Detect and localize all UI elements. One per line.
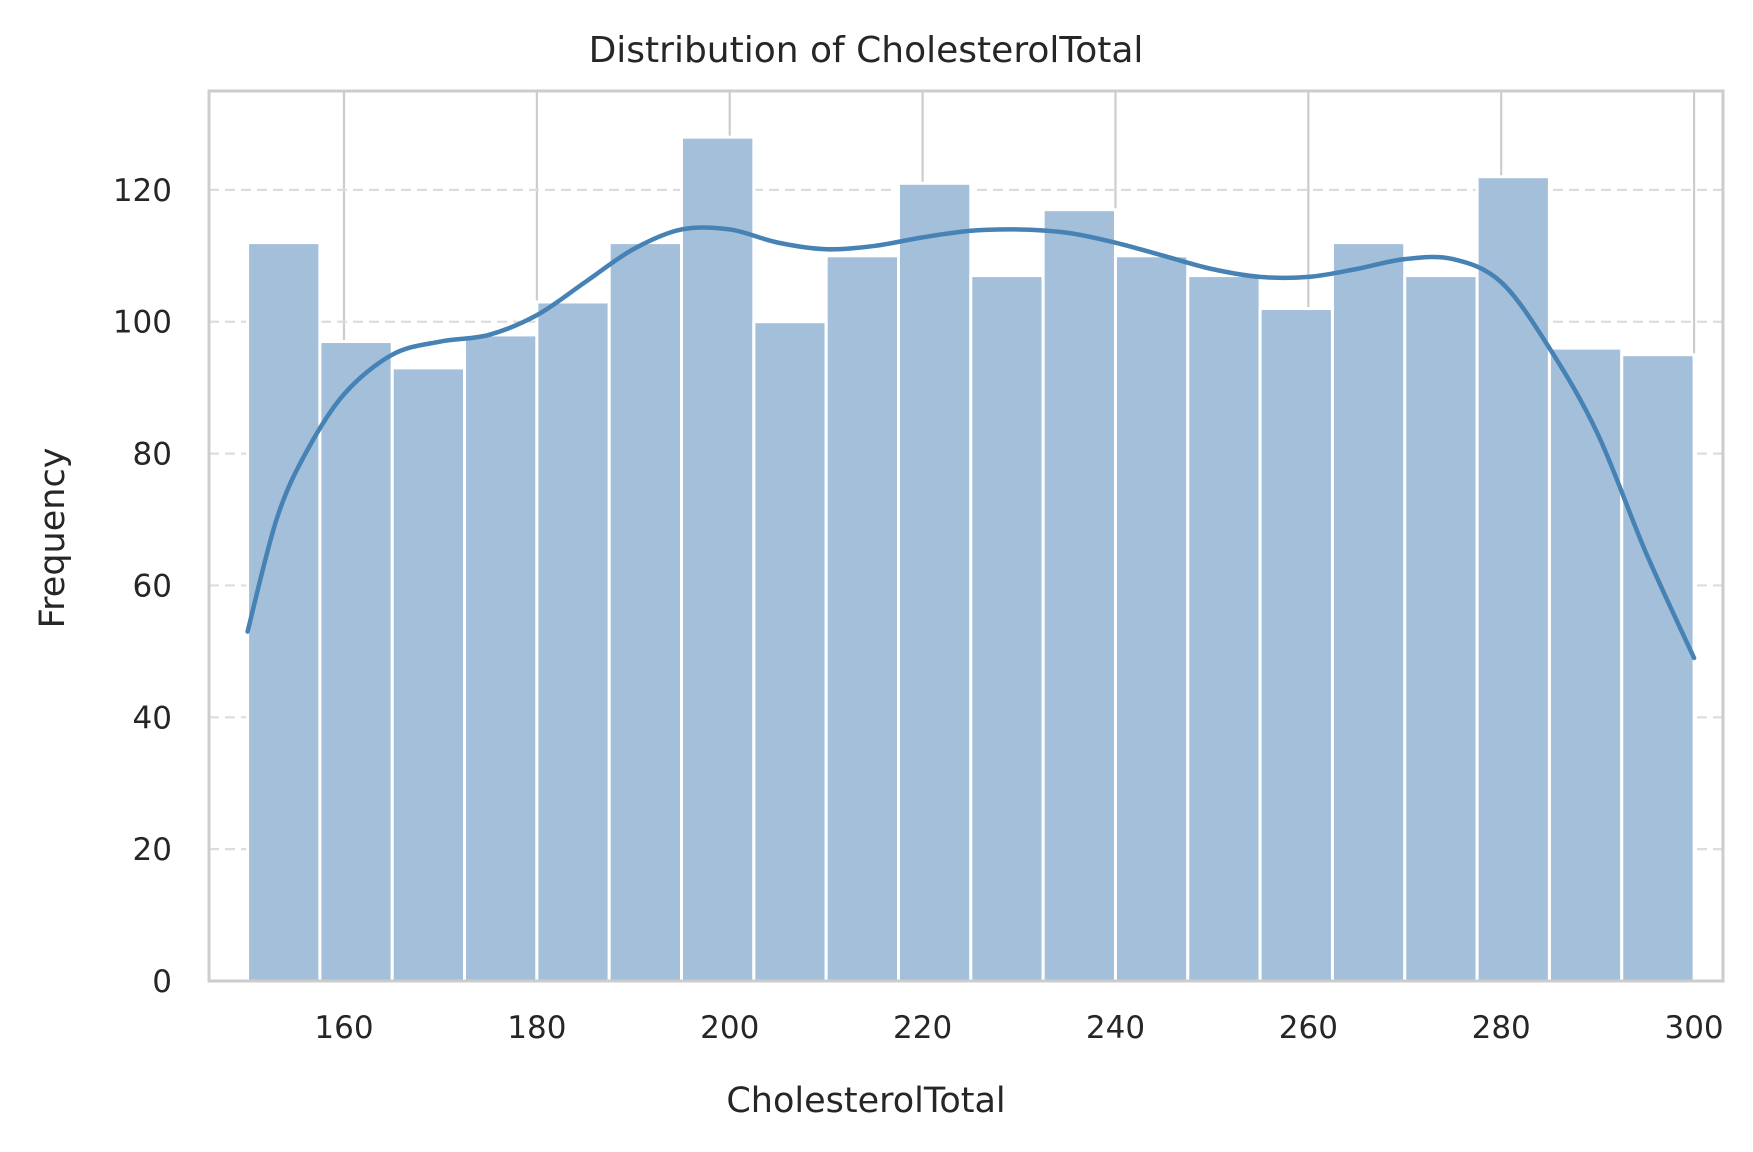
histogram-bar <box>1041 208 1117 983</box>
histogram-bar <box>1330 241 1407 983</box>
axes-frame <box>207 89 1725 983</box>
histogram-bar <box>680 135 756 983</box>
y-tick-label: 80 <box>133 437 172 473</box>
chart-title: Distribution of CholesterolTotal <box>589 30 1144 71</box>
histogram-bar <box>1547 346 1624 983</box>
x-tick-label: 280 <box>1472 1010 1531 1046</box>
histogram-bar <box>246 241 322 983</box>
histogram-bar <box>1258 307 1334 983</box>
y-tick-labels: 0 20 40 60 80 100 120 <box>113 173 172 1000</box>
y-tick-label: 100 <box>113 305 172 341</box>
y-tick-label: 0 <box>152 964 172 1000</box>
histogram-bar <box>318 340 394 983</box>
y-tick-label: 20 <box>133 832 172 868</box>
kde-curve <box>245 225 1697 661</box>
axes-border <box>207 89 1725 983</box>
x-tick-labels: 160 180 200 220 240 260 280 300 <box>314 1010 1723 1046</box>
histogram-bar <box>1186 274 1262 983</box>
kde-line <box>245 225 1697 661</box>
x-axis-title: CholesterolTotal <box>726 1081 1005 1121</box>
histogram-bar <box>607 241 684 983</box>
y-tick-label: 60 <box>133 568 172 604</box>
y-tick-label: 120 <box>113 173 172 209</box>
histogram-bar <box>535 300 611 983</box>
histogram-bar <box>1113 254 1190 983</box>
histogram-bar <box>752 320 828 983</box>
x-tick-label: 300 <box>1664 1010 1723 1046</box>
y-tick-label: 40 <box>133 700 172 736</box>
histogram-bar <box>1620 353 1696 983</box>
x-tick-label: 240 <box>1086 1010 1145 1046</box>
histogram-bar <box>1403 274 1479 983</box>
y-axis-title: Frequency <box>33 448 73 629</box>
x-tick-label: 160 <box>314 1010 373 1046</box>
x-tick-label: 200 <box>700 1010 759 1046</box>
histogram-bars <box>246 135 1696 983</box>
histogram-bar <box>463 333 539 983</box>
x-tick-label: 180 <box>507 1010 566 1046</box>
histogram-bar <box>969 274 1045 983</box>
histogram-bar <box>390 366 467 983</box>
histogram-bar <box>896 181 973 983</box>
histogram-bar <box>824 254 900 983</box>
x-tick-label: 220 <box>893 1010 952 1046</box>
x-tick-label: 260 <box>1279 1010 1338 1046</box>
